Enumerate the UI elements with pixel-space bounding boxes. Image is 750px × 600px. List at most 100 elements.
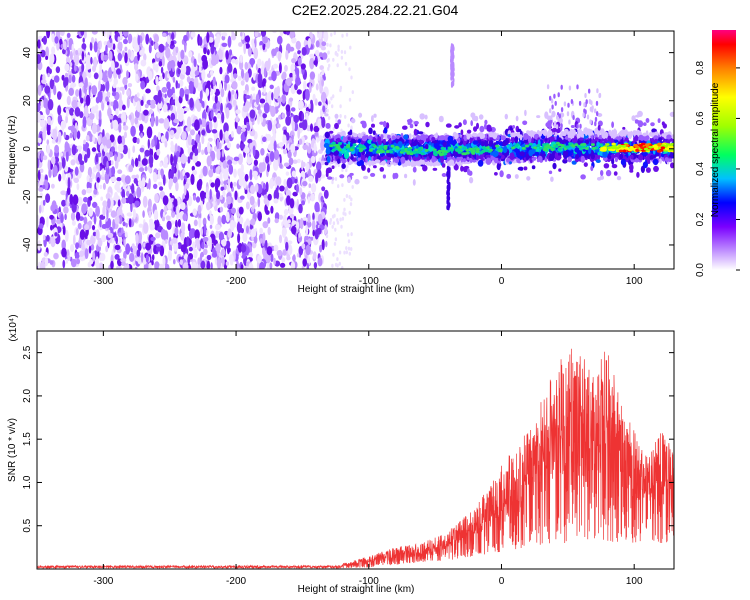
spectrogram-cell: [466, 156, 470, 161]
spectrogram-cell: [329, 220, 332, 225]
spectrogram-cell: [670, 162, 674, 169]
spectrogram-cell: [285, 115, 291, 126]
spectrogram-cell: [71, 74, 76, 83]
spectrogram-cell: [109, 31, 112, 36]
spectrogram-cell: [334, 113, 339, 119]
spectrogram-cell: [232, 99, 237, 106]
spectrogram-cell: [214, 53, 220, 64]
spectrogram-cell: [337, 47, 340, 52]
spectrogram-cell: [117, 135, 123, 145]
spectrogram-cell: [97, 135, 101, 145]
spectrogram-cell: [179, 259, 183, 265]
spectrogram-cell: [83, 105, 89, 118]
spectrogram-cell: [172, 76, 176, 83]
spectrogram-cell: [145, 242, 152, 251]
spectrogram-cell: [374, 159, 381, 163]
spectrogram-cell: [536, 115, 541, 119]
spectrogram-cell: [151, 254, 155, 261]
spectrogram-cell: [659, 158, 662, 164]
spectrogram-cell: [295, 76, 301, 86]
spectrogram-cell: [643, 122, 647, 126]
spectrogram-cell: [321, 78, 324, 87]
spectrogram-cell: [629, 163, 634, 171]
spectrogram-cell: [340, 55, 344, 60]
spectrogram-cell: [224, 74, 230, 84]
spectrogram-cell: [469, 157, 473, 162]
spectrogram-cell: [298, 100, 304, 110]
spectrogram-cell: [416, 161, 421, 167]
spectrogram-cell: [187, 134, 192, 146]
spectrogram-cell: [265, 181, 269, 193]
spectrogram-cell: [93, 41, 98, 53]
spectrogram-cell: [253, 235, 258, 244]
spectrogram-cell: [486, 126, 493, 132]
spectrogram-cell: [197, 204, 202, 215]
spectrogram-cell: [195, 237, 200, 247]
spectrogram-cell: [642, 161, 649, 169]
spectrogram-cell: [132, 208, 136, 220]
spectrogram-cell: [361, 135, 368, 142]
spectrogram-cell: [231, 207, 236, 214]
spectrogram-cell: [313, 262, 318, 269]
spectrogram-cell: [106, 31, 110, 39]
spectrogram-cell: [331, 180, 334, 185]
spectrogram-cell: [95, 256, 99, 268]
spectrogram-cell: [156, 85, 160, 92]
spectrogram-cell: [260, 65, 264, 77]
spectrogram-cell: [260, 102, 265, 108]
spectrogram-cell: [297, 57, 302, 67]
figure-title: C2E2.2025.284.22.21.G04: [292, 2, 459, 18]
spectrogram-cell: [37, 156, 40, 169]
spectrogram-cell: [42, 199, 46, 206]
spectrogram-cell: [346, 176, 352, 184]
spectrogram-cell: [210, 182, 215, 188]
spectrogram-cell: [206, 260, 211, 269]
spectrogram-cell: [83, 143, 88, 153]
spectrogram-cell: [91, 37, 94, 44]
spectrogram-cell: [642, 132, 648, 137]
spectrogram-cell: [50, 204, 56, 212]
spectrogram-cell: [164, 97, 169, 102]
spectrogram-cell: [223, 169, 229, 181]
spectrogram-cell: [313, 142, 317, 154]
spectrogram-cell: [148, 210, 152, 219]
spectrogram-cell: [37, 214, 40, 226]
spectrogram-cell: [585, 139, 590, 145]
spectrogram-cell: [57, 91, 62, 100]
spectrogram-cell: [327, 176, 333, 180]
spectrogram-cell: [180, 232, 185, 241]
spectrogram-cell: [216, 138, 220, 151]
spectrogram-cell: [122, 50, 125, 57]
spectrogram-cell: [124, 175, 131, 185]
spectrogram-cell: [480, 141, 485, 147]
spectrogram-cell: [367, 167, 371, 173]
spectrogram-cell: [116, 68, 121, 75]
spectrogram-cell: [323, 189, 329, 199]
spectrogram-cell: [239, 216, 244, 225]
spectrogram-cell: [283, 162, 290, 167]
spectrogram-cell: [327, 58, 330, 62]
spectrogram-cell: [288, 157, 294, 166]
spectrogram-cell: [446, 152, 451, 157]
spectrogram-cell: [404, 173, 408, 179]
spectrogram-cell: [292, 70, 296, 82]
spectrogram-cell: [210, 165, 213, 170]
spectrogram-cell: [236, 125, 242, 135]
spectrogram-cell: [502, 141, 508, 146]
spectrogram-cell: [162, 72, 165, 80]
spectrogram-cell: [222, 160, 227, 169]
spectrogram-cell: [80, 31, 85, 36]
spectrogram-cell: [285, 50, 289, 60]
spectrogram-cell: [83, 31, 87, 39]
spectrogram-cell: [221, 111, 225, 124]
spectrogram-cell: [638, 154, 644, 161]
spectrogram-cell: [176, 205, 180, 217]
spectrogram-cell: [404, 153, 409, 161]
spectrogram-cell: [59, 152, 63, 157]
spectrogram-cell: [215, 230, 219, 239]
spectrogram-cell: [248, 252, 254, 258]
spectrogram-cell: [37, 102, 41, 113]
spectrogram-cell: [177, 112, 184, 122]
spectrogram-cell: [234, 58, 239, 65]
spectrogram-cell: [269, 151, 275, 162]
